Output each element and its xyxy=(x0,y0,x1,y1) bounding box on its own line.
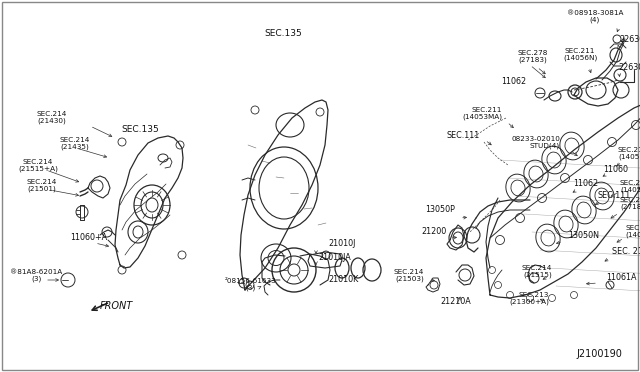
Text: 22630A: 22630A xyxy=(618,64,640,73)
Text: (3): (3) xyxy=(31,276,41,282)
Text: 11061A: 11061A xyxy=(606,273,637,282)
Text: (27183): (27183) xyxy=(620,204,640,210)
Text: SEC.213: SEC.213 xyxy=(518,292,549,298)
Text: SEC.211: SEC.211 xyxy=(565,48,595,54)
Text: 21210A: 21210A xyxy=(440,298,472,307)
Text: 11062: 11062 xyxy=(573,180,598,189)
Text: SEC.211: SEC.211 xyxy=(618,147,640,153)
Text: (14056N): (14056N) xyxy=(563,55,597,61)
Text: (21501): (21501) xyxy=(28,186,56,192)
Text: 21200: 21200 xyxy=(422,228,447,237)
Text: 21010JA: 21010JA xyxy=(318,253,351,262)
Text: 08233-02010: 08233-02010 xyxy=(511,136,560,142)
Text: (21435): (21435) xyxy=(61,144,90,150)
Text: ®08918-3081A: ®08918-3081A xyxy=(567,10,623,16)
Text: 11060+A: 11060+A xyxy=(70,232,108,241)
Text: 21010J: 21010J xyxy=(328,238,355,247)
Text: (21515): (21515) xyxy=(524,272,552,278)
Text: 13050P: 13050P xyxy=(425,205,455,215)
Text: (4): (4) xyxy=(590,17,600,23)
Text: FRONT: FRONT xyxy=(99,301,132,311)
Text: 11060: 11060 xyxy=(603,166,628,174)
Text: SEC.214: SEC.214 xyxy=(60,137,90,143)
Text: SEC.211: SEC.211 xyxy=(472,107,502,113)
Text: 13050N: 13050N xyxy=(568,231,599,240)
Text: SEC.214: SEC.214 xyxy=(27,179,57,185)
Text: SEC.214: SEC.214 xyxy=(23,159,53,165)
Text: 22630: 22630 xyxy=(619,35,640,45)
Text: (14053): (14053) xyxy=(618,154,640,160)
Text: ®81A8-6201A: ®81A8-6201A xyxy=(10,269,62,275)
Text: SEC.111: SEC.111 xyxy=(598,190,631,199)
Text: (21300+A): (21300+A) xyxy=(509,299,549,305)
Text: J2100190: J2100190 xyxy=(576,349,622,359)
Text: SEC. 211: SEC. 211 xyxy=(612,247,640,257)
Text: SEC.214: SEC.214 xyxy=(522,265,552,271)
Text: SEC.214: SEC.214 xyxy=(37,111,67,117)
Text: 11062: 11062 xyxy=(501,77,526,87)
Text: SEC.211: SEC.211 xyxy=(625,225,640,231)
Text: SEC.135: SEC.135 xyxy=(264,29,302,38)
Text: STUD(4): STUD(4) xyxy=(530,143,560,149)
Text: 21010K: 21010K xyxy=(328,276,358,285)
Text: SEC.111: SEC.111 xyxy=(447,131,480,140)
Text: SEC.278: SEC.278 xyxy=(620,197,640,203)
Text: (27183): (27183) xyxy=(518,57,547,63)
Text: SEC.211: SEC.211 xyxy=(620,180,640,186)
Text: SEC.135: SEC.135 xyxy=(121,125,159,134)
Text: (21515+A): (21515+A) xyxy=(18,166,58,172)
Text: ²08156-61633: ²08156-61633 xyxy=(225,278,277,284)
Text: SEC.214: SEC.214 xyxy=(394,269,424,275)
Text: (14055): (14055) xyxy=(625,232,640,238)
Text: (21503): (21503) xyxy=(396,276,424,282)
Text: (14056ND): (14056ND) xyxy=(620,187,640,193)
Text: SEC.278: SEC.278 xyxy=(518,50,548,56)
Text: (14053MA): (14053MA) xyxy=(462,114,502,120)
Text: (21430): (21430) xyxy=(38,118,67,124)
Text: (3): (3) xyxy=(246,285,256,291)
